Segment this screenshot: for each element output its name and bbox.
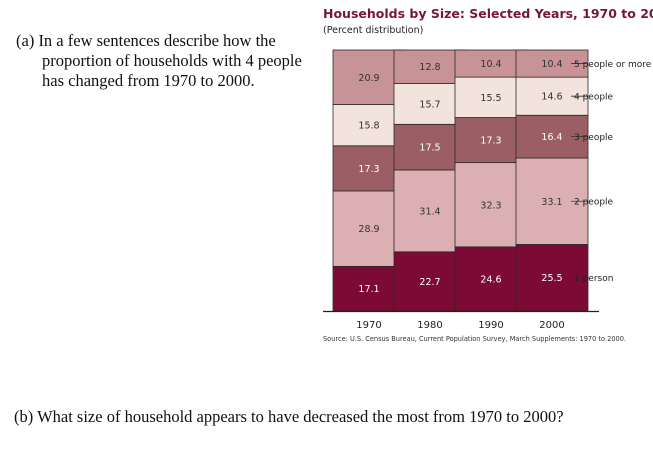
data-label-2000-5-people-or-more: 10.4 bbox=[541, 59, 562, 70]
bar-segment-1990-4-people bbox=[454, 76, 528, 118]
bar-segment-1980-1-person bbox=[393, 251, 467, 312]
x-tick-label-1990: 1990 bbox=[478, 320, 503, 331]
x-tick-label-2000: 2000 bbox=[539, 320, 564, 331]
data-label-1980-5-people-or-more: 12.8 bbox=[419, 62, 440, 73]
bar-segment-1970-2-people bbox=[332, 190, 406, 267]
data-label-1980-3-people: 17.5 bbox=[419, 143, 440, 154]
data-label-1970-1-person: 17.1 bbox=[358, 284, 379, 295]
question-b: (b) What size of household appears to ha… bbox=[14, 407, 564, 426]
bar-segment-1990-3-people bbox=[454, 117, 528, 164]
bar-segment-1980-4-people bbox=[393, 82, 467, 125]
data-label-2000-4-people: 14.6 bbox=[541, 92, 562, 103]
question-a-text: (a) In a few sentences describe how the … bbox=[16, 31, 302, 90]
data-label-2000-3-people: 16.4 bbox=[541, 132, 562, 143]
bar-segment-1970-3-people bbox=[332, 145, 406, 192]
bar-segment-1970-4-people bbox=[332, 104, 406, 147]
data-label-1990-2-people: 32.3 bbox=[480, 200, 501, 211]
data-label-1990-3-people: 17.3 bbox=[480, 136, 501, 147]
bar-segment-1990-2-people bbox=[454, 162, 528, 248]
data-label-1990-5-people-or-more: 10.4 bbox=[480, 59, 501, 70]
chart-title: Households by Size: Selected Years, 1970… bbox=[323, 6, 653, 21]
chart-subtitle: (Percent distribution) bbox=[323, 25, 424, 36]
data-label-1980-2-people: 31.4 bbox=[419, 206, 440, 217]
data-label-1970-2-people: 28.9 bbox=[358, 224, 379, 235]
data-label-1980-4-people: 15.7 bbox=[419, 99, 440, 110]
legend-label-5-people-or-more: 5 people or more bbox=[574, 60, 652, 70]
question-a: (a) In a few sentences describe how the … bbox=[16, 31, 316, 91]
data-label-1980-1-person: 22.7 bbox=[419, 277, 440, 288]
x-tick-label-1980: 1980 bbox=[417, 320, 442, 331]
data-label-1990-1-person: 24.6 bbox=[480, 274, 501, 285]
data-label-2000-1-person: 25.5 bbox=[541, 273, 562, 284]
legend-label-2-people: 2 people bbox=[574, 198, 614, 208]
data-label-1970-3-people: 17.3 bbox=[358, 164, 379, 175]
data-label-1970-5-people-or-more: 20.9 bbox=[358, 73, 379, 84]
bar-segment-1990-1-person bbox=[454, 246, 528, 312]
legend-label-1-person: 1 person bbox=[574, 274, 613, 284]
bar-segment-1970-5-people-or-more bbox=[332, 49, 406, 105]
x-tick-label-1970: 1970 bbox=[356, 320, 381, 331]
data-label-2000-2-people: 33.1 bbox=[541, 197, 562, 208]
bar-segment-1990-5-people-or-more bbox=[454, 49, 528, 78]
legend-label-4-people: 4 people bbox=[574, 93, 614, 103]
legend-label-3-people: 3 people bbox=[574, 133, 614, 143]
data-label-1970-4-people: 15.8 bbox=[358, 121, 379, 132]
chart-source: Source: U.S. Census Bureau, Current Popu… bbox=[323, 335, 626, 343]
data-label-1990-4-people: 15.5 bbox=[480, 93, 501, 104]
